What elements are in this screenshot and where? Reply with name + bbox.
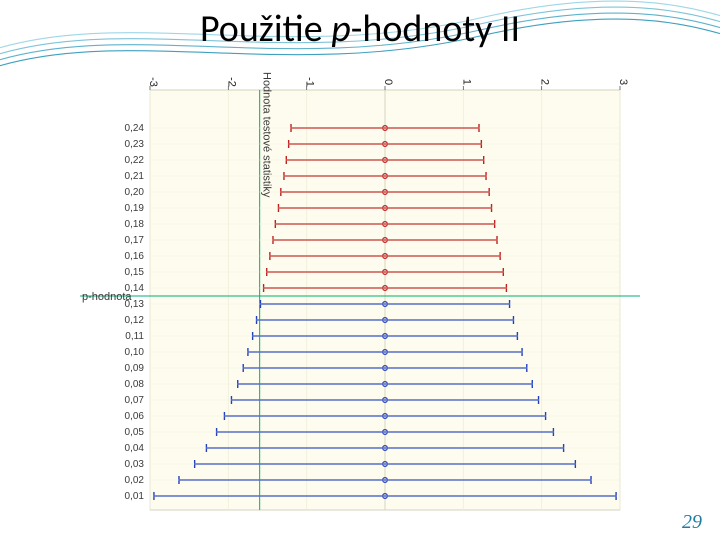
- svg-text:0,18: 0,18: [125, 219, 145, 230]
- svg-text:0,08: 0,08: [125, 379, 145, 390]
- svg-text:0,21: 0,21: [125, 171, 145, 182]
- svg-text:0,20: 0,20: [125, 187, 145, 198]
- svg-text:0,07: 0,07: [125, 395, 145, 406]
- page-title: Použitie p-hodnoty II: [0, 6, 720, 52]
- svg-text:-2: -2: [225, 77, 237, 87]
- svg-text:0,06: 0,06: [125, 411, 145, 422]
- p-value-chart: 0,24 0,23 0,22 0,21 0,20 0,19 0,18 0,17 0,16 0,15…: [80, 70, 640, 530]
- svg-text:0,15: 0,15: [125, 267, 145, 278]
- svg-text:0,02: 0,02: [125, 475, 145, 486]
- title-prefix: Použitie: [200, 6, 331, 52]
- page-number: 29: [682, 511, 702, 534]
- svg-text:p-hodnota: p-hodnota: [82, 291, 132, 303]
- svg-text:Hodnota testové statistiky: Hodnota testové statistiky: [261, 72, 273, 198]
- svg-text:0,22: 0,22: [125, 155, 145, 166]
- svg-text:-1: -1: [304, 77, 316, 87]
- svg-text:0,05: 0,05: [125, 427, 145, 438]
- title-ital: p: [331, 6, 351, 52]
- svg-text:1: 1: [460, 79, 472, 85]
- svg-text:3: 3: [617, 79, 629, 85]
- svg-text:0,12: 0,12: [125, 315, 145, 326]
- svg-text:0: 0: [382, 79, 394, 85]
- svg-text:0,09: 0,09: [125, 363, 145, 374]
- svg-text:0,19: 0,19: [125, 203, 145, 214]
- svg-text:2: 2: [539, 79, 551, 85]
- svg-text:0,11: 0,11: [125, 331, 144, 342]
- svg-text:-3: -3: [147, 77, 159, 87]
- title-suffix: -hodnoty II: [351, 6, 520, 52]
- svg-text:0,16: 0,16: [125, 251, 145, 262]
- svg-text:0,01: 0,01: [125, 491, 145, 502]
- svg-text:0,17: 0,17: [125, 235, 145, 246]
- svg-text:0,04: 0,04: [125, 443, 145, 454]
- svg-text:0,03: 0,03: [125, 459, 145, 470]
- svg-text:0,23: 0,23: [125, 139, 145, 150]
- svg-text:0,24: 0,24: [125, 123, 145, 134]
- svg-text:0,10: 0,10: [125, 347, 145, 358]
